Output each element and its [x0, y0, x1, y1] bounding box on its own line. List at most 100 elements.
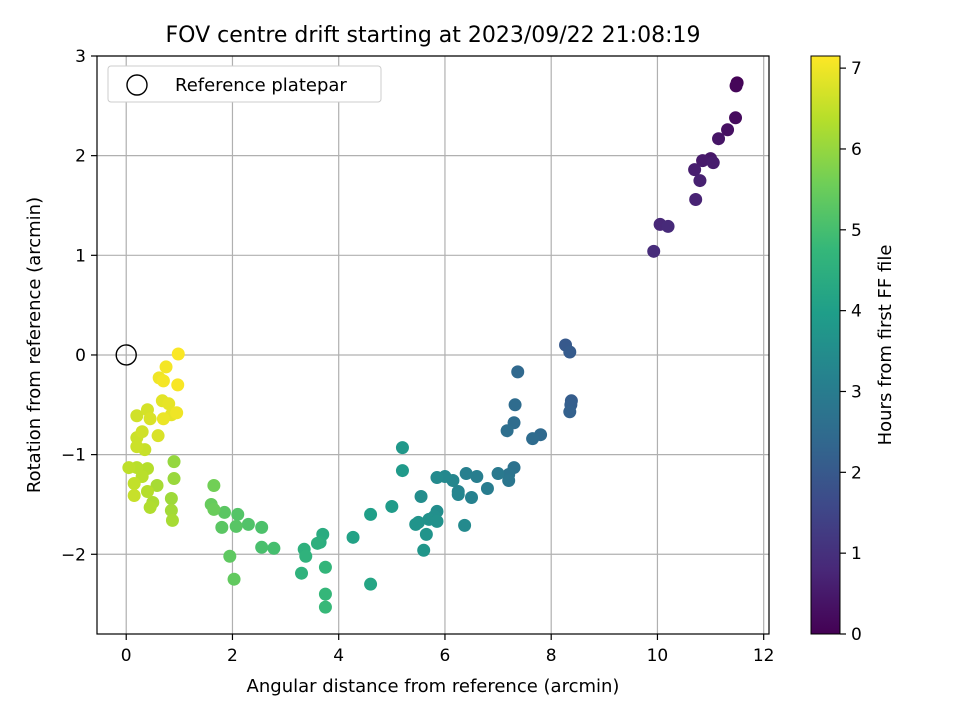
data-point: [143, 500, 157, 514]
legend-entry-reference: Reference platepar: [175, 75, 347, 96]
data-point: [171, 347, 185, 361]
data-point: [409, 517, 423, 531]
data-point: [500, 424, 514, 438]
colorbar-tick-label: 3: [851, 382, 862, 402]
data-point: [563, 345, 577, 359]
data-point: [231, 507, 245, 521]
data-point: [299, 549, 313, 563]
colorbar-tick-label: 0: [851, 625, 862, 645]
data-point: [414, 489, 428, 503]
y-tick-label: 3: [75, 47, 86, 67]
data-point: [156, 412, 170, 426]
data-point: [318, 560, 332, 574]
colorbar-label: Hours from first FF file: [875, 245, 896, 446]
y-tick-label: 0: [75, 346, 86, 366]
data-point: [430, 471, 444, 485]
data-point: [318, 587, 332, 601]
data-point: [458, 518, 472, 532]
data-point: [693, 174, 707, 188]
data-point: [207, 479, 221, 493]
data-point: [451, 487, 465, 501]
data-point: [729, 79, 743, 93]
data-point: [689, 193, 703, 207]
data-point: [127, 477, 141, 491]
x-tick-label: 10: [647, 646, 669, 666]
x-tick-label: 0: [121, 646, 132, 666]
data-point: [364, 577, 378, 591]
data-point: [511, 365, 525, 379]
data-point: [706, 156, 720, 170]
data-point: [508, 398, 522, 412]
data-point: [229, 519, 243, 533]
data-point: [217, 505, 231, 519]
data-point: [171, 378, 185, 392]
data-point: [215, 520, 229, 534]
data-point: [729, 111, 743, 125]
colorbar-tick-label: 4: [851, 302, 862, 322]
data-point: [255, 520, 269, 534]
y-axis-label: Rotation from reference (arcmin): [24, 197, 45, 493]
data-point: [127, 488, 141, 502]
reference-platepar-point: [115, 344, 137, 366]
data-point: [395, 464, 409, 478]
data-point: [207, 502, 221, 516]
legend-box: [107, 65, 382, 103]
data-point: [130, 409, 144, 423]
data-point: [346, 530, 360, 544]
x-tick-label: 12: [753, 646, 775, 666]
colorbar-bar: [810, 55, 841, 635]
y-axis-ticks: −2 −1 0 1 2 3: [61, 47, 97, 565]
data-point: [459, 467, 473, 481]
colorbar-ticks: 0 1 2 3 4 5 6 7: [840, 59, 862, 645]
data-point: [267, 541, 281, 555]
data-point: [156, 374, 170, 388]
legend-reference-marker: [126, 74, 148, 96]
data-point: [162, 397, 176, 411]
data-point: [167, 455, 181, 469]
data-point: [159, 360, 173, 374]
data-point: [122, 461, 136, 475]
data-point: [502, 474, 516, 488]
y-tick-label: 1: [75, 246, 86, 266]
data-point: [165, 513, 179, 527]
data-point: [227, 572, 241, 586]
data-points: [122, 76, 744, 614]
x-axis-ticks: 0 2 4 6 8 10 12: [121, 634, 775, 666]
data-point: [150, 479, 164, 493]
data-point: [164, 491, 178, 505]
data-point: [647, 244, 661, 258]
data-point: [223, 549, 237, 563]
colorbar-tick-label: 5: [851, 221, 862, 241]
x-tick-label: 2: [227, 646, 238, 666]
data-point: [255, 540, 269, 554]
data-point: [563, 405, 577, 419]
data-point: [167, 472, 181, 486]
x-tick-label: 4: [333, 646, 344, 666]
reference-marker: [115, 344, 137, 366]
data-point: [140, 484, 154, 498]
x-tick-label: 6: [440, 646, 451, 666]
data-point: [417, 543, 431, 557]
data-point: [170, 406, 184, 420]
data-point: [310, 536, 324, 550]
data-point: [688, 163, 702, 177]
grid-lines: [97, 55, 769, 634]
data-point: [696, 154, 710, 168]
x-axis-label: Angular distance from reference (arcmin): [247, 676, 620, 697]
colorbar-tick-label: 7: [851, 59, 862, 79]
data-point: [164, 503, 178, 517]
data-point: [395, 441, 409, 455]
data-point: [151, 429, 165, 443]
data-point: [465, 490, 479, 504]
legend: Reference platepar: [107, 65, 382, 103]
data-point: [480, 482, 494, 496]
data-point: [364, 507, 378, 521]
chart-title: FOV centre drift starting at 2023/09/22 …: [166, 23, 701, 48]
colorbar-tick-label: 1: [851, 544, 862, 564]
data-point: [526, 432, 540, 446]
plot-frame: [96, 55, 770, 635]
colorbar-tick-label: 2: [851, 463, 862, 483]
data-point: [419, 527, 433, 541]
data-point: [135, 425, 149, 439]
